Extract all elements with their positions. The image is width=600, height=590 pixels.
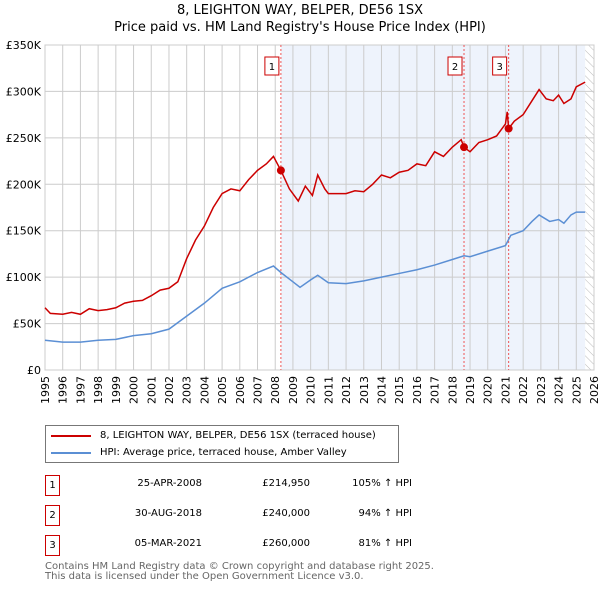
x-tick-label: 2001 [145,376,158,404]
sale-point [460,143,469,152]
sale-date: 30-AUG-2018 [134,508,202,519]
x-tick-label: 2017 [429,376,442,404]
footer-line: Contains HM Land Registry data © Crown c… [45,561,434,572]
y-tick-label: £350K [6,39,42,52]
legend-item-hpi: HPI: Average price, terraced house, Ambe… [46,445,398,461]
footer-line: This data is licensed under the Open Gov… [45,571,364,582]
chart-subtitle: Price paid vs. HM Land Registry's House … [114,20,486,35]
x-tick-label: 2026 [588,376,600,404]
sale-label-box [264,56,280,76]
x-tick-label: 1995 [39,376,52,404]
y-tick-label: £150K [6,225,42,238]
legend-label: HPI: Average price, terraced house, Ambe… [100,447,347,458]
x-tick-label: 1997 [74,376,87,404]
y-tick-label: £250K [6,132,42,145]
x-tick-label: 2009 [287,376,300,404]
x-tick-label: 2003 [181,376,194,404]
sale-number: 2 [45,505,60,526]
y-tick-label: £0 [27,364,41,377]
x-tick-label: 2022 [517,376,530,404]
x-tick-label: 2021 [499,376,512,404]
sale-hpi-change: 94% ↑ HPI [358,508,412,519]
sale-date: 25-APR-2008 [137,478,202,489]
x-tick-label: 2016 [411,376,424,404]
sale-label-number: 1 [269,62,275,73]
sale-number: 3 [45,535,60,556]
sale-point [276,166,285,175]
x-tick-label: 2010 [305,376,318,404]
series-line-hpi [44,211,586,343]
hatched-region [585,45,594,370]
x-tick-label: 2015 [393,376,406,404]
x-tick-label: 2004 [198,376,211,404]
y-tick-label: £200K [6,178,42,191]
sale-price: £240,000 [262,508,310,519]
sale-label-box [447,56,463,76]
sale-row: 1 25-APR-2008 £214,950 105% ↑ HPI [45,475,465,496]
sale-price: £260,000 [262,538,310,549]
x-tick-label: 2006 [234,376,247,404]
sale-hpi-change: 105% ↑ HPI [352,478,412,489]
legend: 8, LEIGHTON WAY, BELPER, DE56 1SX (terra… [45,425,399,463]
sale-label-box [492,56,508,76]
sale-row: 2 30-AUG-2018 £240,000 94% ↑ HPI [45,505,465,526]
legend-swatch-red [51,435,91,437]
x-tick-label: 2018 [446,376,459,404]
y-tick-label: £50K [13,318,42,331]
x-tick-label: 2014 [375,376,388,404]
shaded-region [280,45,586,370]
x-tick-label: 2011 [322,376,335,404]
x-tick-label: 2007 [252,376,265,404]
sale-date: 05-MAR-2021 [134,538,202,549]
legend-swatch-blue [51,452,91,454]
price-chart: 1995 1996 1997 1998 1999 2000 2001 2002 2003 2004… [6,39,600,404]
x-tick-label: 2012 [340,376,353,404]
x-tick-label: 2023 [535,376,548,404]
x-tick-label: 2025 [570,376,583,404]
sale-point [504,124,513,133]
plot-frame [44,44,595,371]
x-tick-label: 2024 [553,376,566,404]
chart-title: 8, LEIGHTON WAY, BELPER, DE56 1SX [177,3,423,18]
x-tick-label: 2000 [128,376,141,404]
sale-price: £214,950 [262,478,310,489]
sale-number: 1 [45,475,60,496]
x-tick-label: 1996 [57,376,70,404]
x-tick-label: 2005 [216,376,229,404]
sale-label-number: 3 [496,62,502,73]
x-tick-label: 2013 [358,376,371,404]
x-tick-label: 2002 [163,376,176,404]
x-tick-label: 1998 [92,376,105,404]
legend-item-property: 8, LEIGHTON WAY, BELPER, DE56 1SX (terra… [46,428,398,444]
sale-label-number: 2 [452,62,458,73]
legend-label: 8, LEIGHTON WAY, BELPER, DE56 1SX (terra… [100,430,376,441]
y-tick-label: £100K [6,271,42,284]
x-tick-label: 2019 [464,376,477,404]
x-tick-label: 1999 [110,376,123,404]
sale-row: 3 05-MAR-2021 £260,000 81% ↑ HPI [45,535,465,556]
x-tick-label: 2008 [269,376,282,404]
sale-hpi-change: 81% ↑ HPI [358,538,412,549]
x-tick-label: 2020 [482,376,495,404]
y-tick-label: £300K [6,85,42,98]
